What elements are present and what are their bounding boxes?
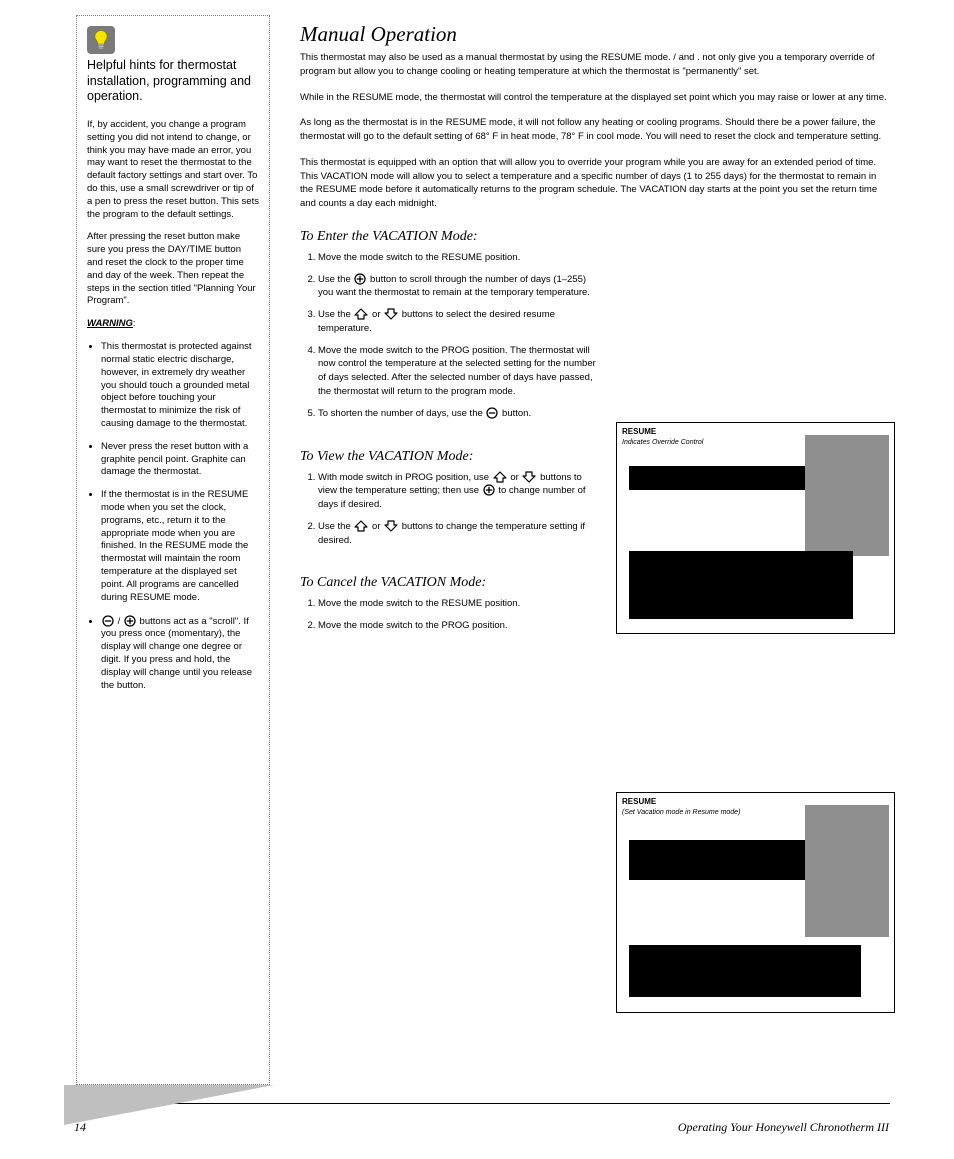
footer-text: Operating Your Honeywell Chronotherm III xyxy=(0,1120,889,1135)
panel-shape xyxy=(629,551,853,619)
sidebar-bullet: / buttons act as a "scroll". If you pres… xyxy=(101,615,259,693)
sidebar-lede: Helpful hints for thermostat installatio… xyxy=(87,58,259,105)
step-item: Use the button to scroll through the num… xyxy=(318,273,600,301)
minus-circle-icon xyxy=(486,407,498,419)
plus-circle-icon xyxy=(354,273,366,285)
sidebar-bullet: This thermostat is protected against nor… xyxy=(101,341,259,431)
step-item: Use the or buttons to select the desired… xyxy=(318,308,600,336)
arrow-down-icon xyxy=(384,308,398,320)
intro-para-1: While in the RESUME mode, the thermostat… xyxy=(300,91,890,105)
panel1-caption-line1: Indicates Override Control xyxy=(622,439,703,446)
intro-para-0: This thermostat may also be used as a ma… xyxy=(300,51,890,79)
sidebar-bullet: Never press the reset button with a grap… xyxy=(101,441,259,479)
arrow-down-icon xyxy=(522,471,536,483)
steps-enter: Move the mode switch to the RESUME posit… xyxy=(300,251,600,421)
page-title: Manual Operation xyxy=(300,22,890,47)
step-item: Move the mode switch to the PROG positio… xyxy=(318,344,600,399)
panel2-caption-line0: RESUME xyxy=(622,797,656,806)
panel1-caption-line0: RESUME xyxy=(622,427,656,436)
step-item: Use the or buttons to change the tempera… xyxy=(318,520,600,548)
plus-circle-icon xyxy=(483,484,495,496)
sidebar-bullets: This thermostat is protected against nor… xyxy=(87,341,259,692)
step-item: To shorten the number of days, use the b… xyxy=(318,407,600,421)
step-item: With mode switch in PROG position, use o… xyxy=(318,471,600,512)
intro-para-2: As long as the thermostat is in the RESU… xyxy=(300,116,890,144)
intro-para-3: This thermostat is equipped with an opti… xyxy=(300,156,890,211)
sidebar-warning-header: WARNING xyxy=(87,318,133,329)
steps-view: With mode switch in PROG position, use o… xyxy=(300,471,600,548)
panel-shape xyxy=(629,466,805,490)
sidebar-helpful-hints: Helpful hints for thermostat installatio… xyxy=(76,15,270,1085)
figure-panel-1: RESUME Indicates Override Control xyxy=(616,422,895,634)
sidebar-para-0: If, by accident, you change a program se… xyxy=(87,119,259,222)
lightbulb-icon xyxy=(87,26,115,54)
arrow-up-icon xyxy=(354,308,368,320)
panel-shape xyxy=(629,840,805,880)
arrow-up-icon xyxy=(493,471,507,483)
panel-shape xyxy=(629,945,861,997)
minus-circle-icon xyxy=(102,615,114,627)
plus-circle-icon xyxy=(124,615,136,627)
sidebar-para-1: After pressing the reset button make sur… xyxy=(87,231,259,308)
section-enter-title: To Enter the VACATION Mode: xyxy=(300,229,890,245)
footer-stripe xyxy=(64,1085,890,1125)
sidebar-bullet: If the thermostat is in the RESUME mode … xyxy=(101,489,259,604)
panel2-caption-line1: (Set Vacation mode in Resume mode) xyxy=(622,809,740,816)
panel-shape xyxy=(805,435,889,556)
figure-panel-2: RESUME (Set Vacation mode in Resume mode… xyxy=(616,792,895,1013)
panel-shape xyxy=(805,805,889,937)
arrow-down-icon xyxy=(384,520,398,532)
arrow-up-icon xyxy=(354,520,368,532)
step-item: Move the mode switch to the RESUME posit… xyxy=(318,251,600,265)
